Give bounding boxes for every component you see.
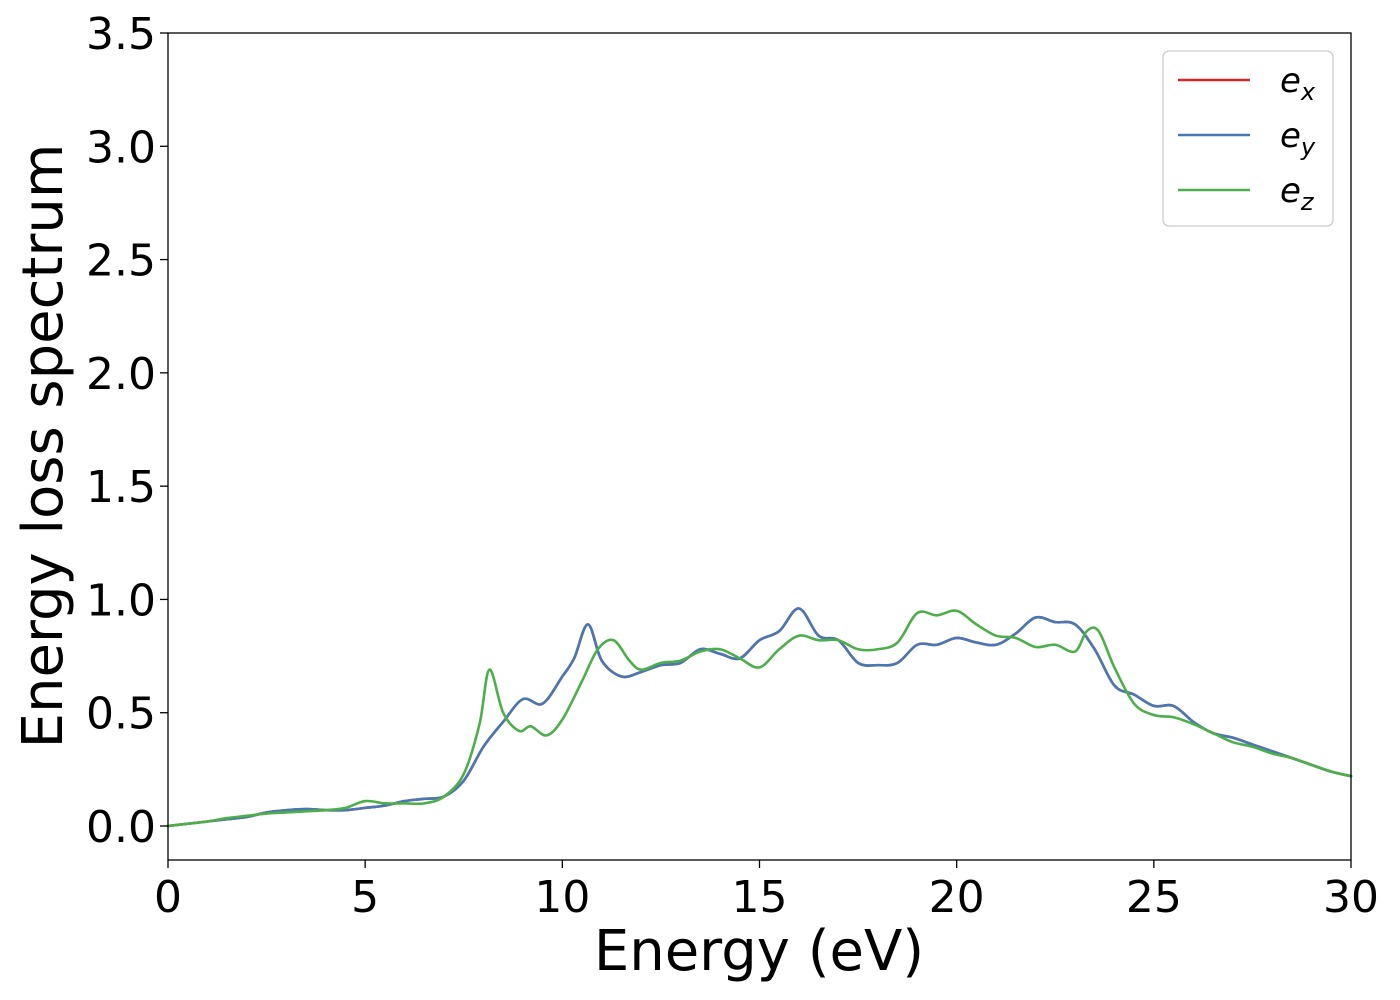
series-layer bbox=[166, 607, 1353, 828]
y-tick-label: 3.0 bbox=[86, 122, 156, 173]
legend-label-x: ex bbox=[1280, 61, 1316, 106]
y-tick-label: 2.5 bbox=[86, 236, 156, 287]
x-tick-label: 25 bbox=[1126, 872, 1182, 923]
series-line-z bbox=[166, 609, 1353, 828]
y-axis-ticks: 0.0 0.5 1.0 1.5 2.0 2.5 3.0 3.5 bbox=[86, 9, 168, 853]
x-tick-label: 10 bbox=[534, 872, 590, 923]
x-axis-label: Energy (eV) bbox=[594, 919, 924, 984]
y-tick-label: 1.5 bbox=[86, 462, 156, 513]
legend: ex ey ez bbox=[1162, 50, 1334, 227]
series-line-y bbox=[166, 607, 1353, 828]
legend-label-z: ez bbox=[1280, 171, 1315, 216]
y-tick-label: 3.5 bbox=[86, 9, 156, 60]
y-tick-label: 0.5 bbox=[86, 689, 156, 740]
y-tick-label: 2.0 bbox=[86, 349, 156, 400]
x-tick-label: 15 bbox=[732, 872, 788, 923]
y-tick-label: 0.0 bbox=[86, 802, 156, 853]
legend-label-y: ey bbox=[1280, 116, 1316, 161]
x-axis-ticks: 0 5 10 15 20 25 30 bbox=[154, 860, 1379, 923]
x-tick-label: 20 bbox=[929, 872, 985, 923]
x-tick-label: 0 bbox=[154, 872, 182, 923]
y-axis-label: Energy loss spectrum bbox=[11, 144, 76, 749]
y-tick-label: 1.0 bbox=[86, 575, 156, 626]
legend-frame bbox=[1162, 50, 1334, 227]
x-tick-label: 30 bbox=[1323, 872, 1379, 923]
x-tick-label: 5 bbox=[351, 872, 379, 923]
